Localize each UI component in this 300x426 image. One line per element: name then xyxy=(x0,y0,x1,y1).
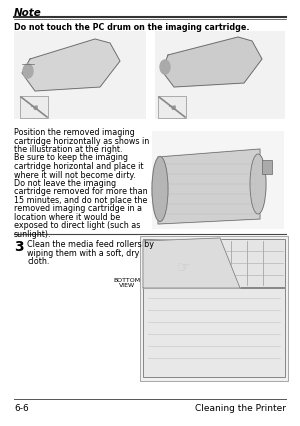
Text: cartridge horizontal and place it: cartridge horizontal and place it xyxy=(14,161,143,170)
Text: the illustration at the right.: the illustration at the right. xyxy=(14,145,122,154)
Text: removed imaging cartridge in a: removed imaging cartridge in a xyxy=(14,204,142,213)
Polygon shape xyxy=(143,239,240,288)
Bar xyxy=(262,161,272,175)
Bar xyxy=(140,236,288,381)
Text: cartridge horizontally as shows in: cartridge horizontally as shows in xyxy=(14,136,149,145)
Text: ☚: ☚ xyxy=(30,103,38,113)
Text: Do not leave the imaging: Do not leave the imaging xyxy=(14,178,116,187)
Text: Clean the media feed rollers by: Clean the media feed rollers by xyxy=(27,239,154,248)
Text: ☞: ☞ xyxy=(176,260,190,275)
Text: BOTTOM: BOTTOM xyxy=(113,277,141,282)
Text: sunlight).: sunlight). xyxy=(14,230,52,239)
Text: VIEW: VIEW xyxy=(119,282,135,287)
Text: location where it would be: location where it would be xyxy=(14,213,120,222)
Polygon shape xyxy=(158,150,260,225)
Bar xyxy=(143,239,285,287)
Text: ☚: ☚ xyxy=(168,103,176,113)
Ellipse shape xyxy=(152,157,168,222)
Text: exposed to direct light (such as: exposed to direct light (such as xyxy=(14,221,140,230)
Text: Cleaning the Printer: Cleaning the Printer xyxy=(195,403,286,412)
Text: 15 minutes, and do not place the: 15 minutes, and do not place the xyxy=(14,196,147,204)
Text: cartridge removed for more than: cartridge removed for more than xyxy=(14,187,148,196)
Text: Note: Note xyxy=(14,8,42,18)
Text: Position the removed imaging: Position the removed imaging xyxy=(14,128,135,137)
Text: Do not touch the PC drum on the imaging cartridge.: Do not touch the PC drum on the imaging … xyxy=(14,23,250,32)
Bar xyxy=(155,32,285,120)
Text: wiping them with a soft, dry: wiping them with a soft, dry xyxy=(27,248,140,257)
Text: 3: 3 xyxy=(14,239,24,253)
Bar xyxy=(20,97,48,119)
Text: 6-6: 6-6 xyxy=(14,403,29,412)
Bar xyxy=(158,97,186,119)
Bar xyxy=(143,288,285,377)
Text: cloth.: cloth. xyxy=(27,256,50,265)
Polygon shape xyxy=(22,40,120,92)
Text: Be sure to keep the imaging: Be sure to keep the imaging xyxy=(14,153,128,162)
Ellipse shape xyxy=(250,155,266,215)
Text: where it will not become dirty.: where it will not become dirty. xyxy=(14,170,136,179)
Bar xyxy=(14,32,146,120)
Ellipse shape xyxy=(160,61,170,75)
Ellipse shape xyxy=(23,65,33,79)
Bar xyxy=(152,132,284,230)
Polygon shape xyxy=(162,38,262,88)
